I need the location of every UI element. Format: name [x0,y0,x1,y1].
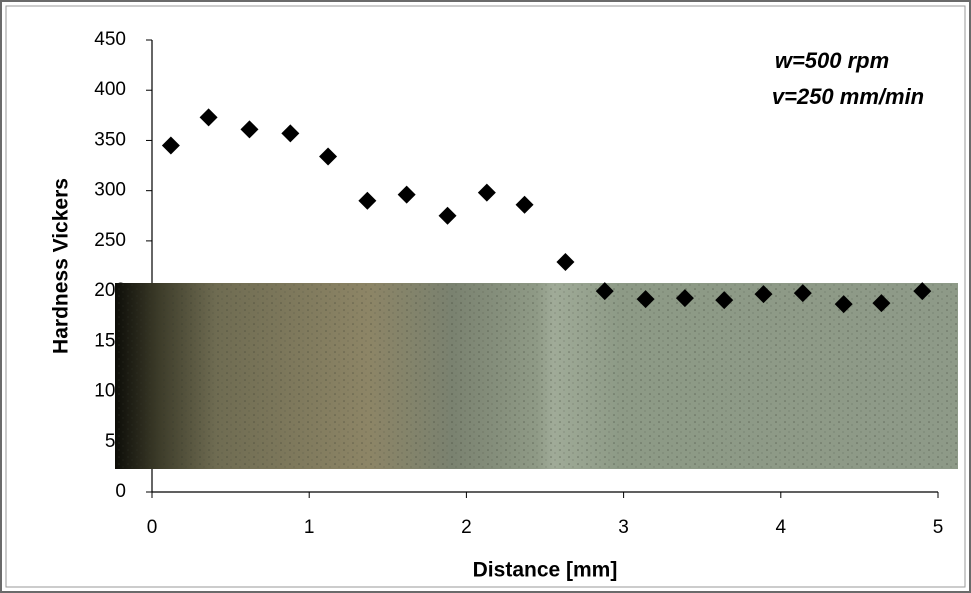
data-point [281,124,300,143]
data-point [477,183,496,202]
inner-frame [5,5,966,588]
data-point [754,285,773,304]
data-point [556,252,575,271]
data-point [715,291,734,310]
y-tick-label: 250 [94,230,126,251]
data-point [793,284,812,303]
x-tick-label: 3 [618,517,629,538]
data-point [240,120,259,139]
data-point [595,282,614,301]
annotation: w=500 rpm [775,48,889,73]
x-axis-label: Distance [mm] [473,559,618,582]
x-tick-label: 0 [147,517,158,538]
y-tick-label: 350 [94,129,126,150]
data-point [397,185,416,204]
y-tick-label: 400 [94,79,126,100]
annotation: v=250 mm/min [772,84,924,109]
data-point [872,294,891,313]
data-point [199,108,218,127]
data-point [834,295,853,314]
data-point [319,147,338,166]
micrograph-texture [115,283,958,469]
x-tick-label: 1 [304,517,315,538]
x-tick-label: 5 [933,517,944,538]
data-point [438,206,457,225]
data-point [913,282,932,301]
data-point [636,290,655,309]
data-point [675,289,694,308]
data-point [515,195,534,214]
x-tick-label: 2 [461,517,472,538]
data-point [358,191,377,210]
y-tick-label: 300 [94,180,126,201]
y-tick-label: 0 [115,481,126,502]
data-point [161,136,180,155]
x-tick-label: 4 [776,517,787,538]
y-axis-label: Hardness Vickers [50,178,73,354]
y-tick-label: 450 [94,29,126,50]
